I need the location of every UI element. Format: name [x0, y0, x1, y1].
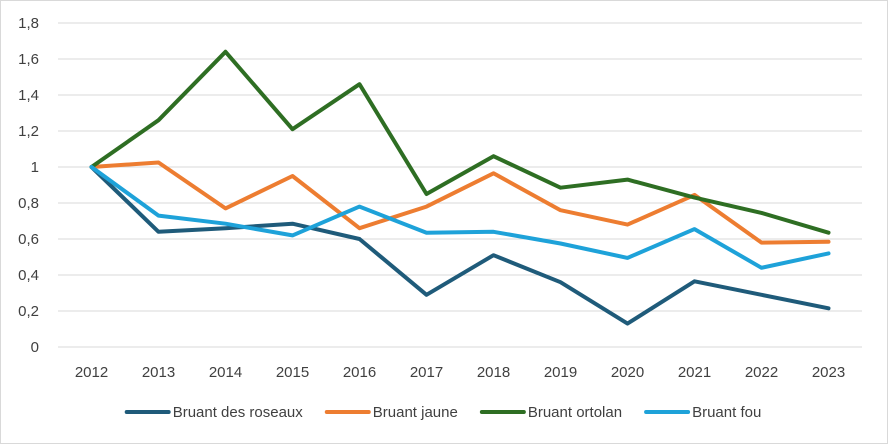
y-tick-label: 1,4 [18, 87, 39, 104]
y-tick-label: 0,4 [18, 267, 39, 284]
y-tick-label: 1,2 [18, 123, 39, 140]
x-tick-label: 2018 [477, 364, 510, 381]
y-tick-label: 1 [31, 159, 39, 176]
x-tick-label: 2020 [611, 364, 644, 381]
series-line-1 [89, 165, 831, 326]
y-tick-label: 0,8 [18, 195, 39, 212]
series-lines [89, 49, 831, 326]
x-tick-label: 2015 [276, 364, 309, 381]
series-line-2 [89, 160, 831, 245]
legend: Bruant des roseaux Bruant jaune Bruant ort… [124, 404, 761, 421]
y-tick-label: 0,6 [18, 231, 39, 248]
x-tick-label: 2023 [812, 364, 845, 381]
legend-label-4: Bruant fou [692, 404, 761, 421]
legend-label-1: Bruant des roseaux [173, 404, 304, 421]
x-tick-label: 2021 [678, 364, 711, 381]
x-tick-label: 2012 [75, 364, 108, 381]
legend-label-2: Bruant jaune [373, 404, 458, 421]
x-tick-label: 2019 [544, 364, 577, 381]
series-line-4 [89, 165, 831, 270]
y-tick-label: 1,6 [18, 51, 39, 68]
y-tick-label: 0 [31, 339, 39, 356]
x-tick-label: 2022 [745, 364, 778, 381]
x-tick-label: 2014 [209, 364, 242, 381]
x-tick-label: 2016 [343, 364, 376, 381]
y-tick-label: 0,2 [18, 303, 39, 320]
x-tick-label: 2013 [142, 364, 175, 381]
x-tick-label: 2017 [410, 364, 443, 381]
legend-label-3: Bruant ortolan [528, 404, 622, 421]
y-tick-label: 1,8 [18, 15, 39, 32]
gridlines [58, 22, 862, 348]
y-axis-ticks: 0 0,2 0,4 0,6 0,8 1 1,2 1,4 1,6 1,8 [18, 15, 39, 356]
series-line-3 [89, 49, 831, 235]
x-axis-ticks: 2012 2013 2014 2015 2016 2017 2018 2019 2020 2021… [75, 364, 845, 381]
